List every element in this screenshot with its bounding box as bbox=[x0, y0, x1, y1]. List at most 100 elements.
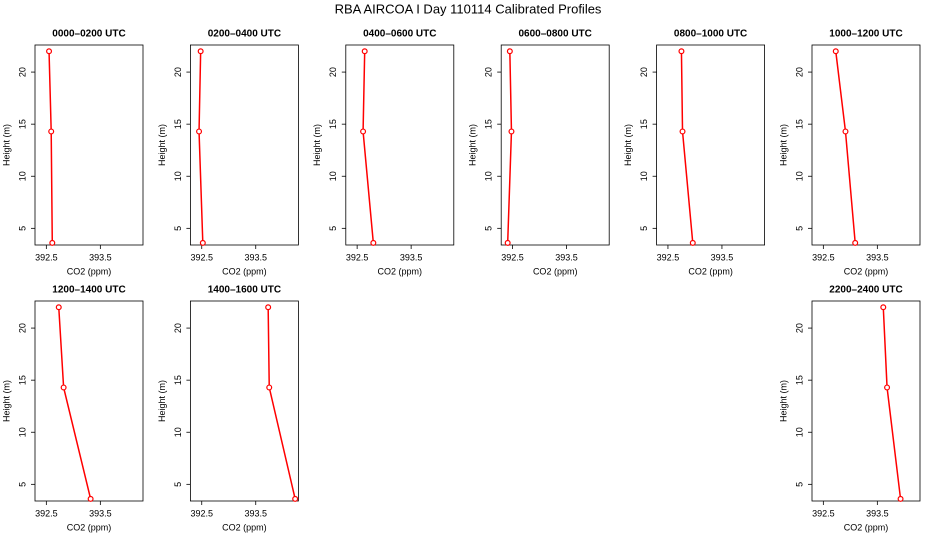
y-axis-label: Height (m) bbox=[157, 380, 167, 422]
y-tick-label: 15 bbox=[173, 119, 183, 129]
profile-point bbox=[884, 384, 891, 391]
x-tick-label: 392.5 bbox=[35, 252, 58, 262]
profile-point bbox=[506, 48, 513, 55]
y-axis-label: Height (m) bbox=[468, 124, 478, 166]
y-tick-label: 5 bbox=[794, 482, 804, 487]
profile-point bbox=[197, 48, 204, 55]
y-tick-label: 10 bbox=[794, 171, 804, 181]
x-tick-label: 392.5 bbox=[190, 252, 213, 262]
y-tick-label: 15 bbox=[328, 119, 338, 129]
panel-title: 0800–1000 UTC bbox=[674, 29, 747, 40]
profile-point bbox=[60, 384, 67, 391]
y-tick-label: 5 bbox=[328, 226, 338, 231]
y-tick-label: 5 bbox=[17, 482, 27, 487]
y-axis-label: Height (m) bbox=[157, 124, 167, 166]
x-tick-label: 392.5 bbox=[35, 508, 58, 518]
plot-frame bbox=[189, 44, 299, 246]
x-tick-label: 393.5 bbox=[711, 252, 734, 262]
profile-point bbox=[292, 495, 299, 502]
y-tick-label: 5 bbox=[639, 226, 649, 231]
y-tick-label: 20 bbox=[173, 323, 183, 333]
panel-title: 1200–1400 UTC bbox=[52, 285, 125, 296]
x-tick-label: 392.5 bbox=[812, 252, 835, 262]
y-tick-label: 10 bbox=[484, 171, 494, 181]
y-tick-label: 20 bbox=[328, 67, 338, 77]
y-axis-label: Height (m) bbox=[1, 380, 11, 422]
plot-frame bbox=[345, 44, 455, 246]
profile-point bbox=[880, 304, 887, 311]
plot-frame bbox=[189, 300, 299, 502]
x-axis-label: CO2 (ppm) bbox=[533, 266, 578, 276]
panel-title: 2200–2400 UTC bbox=[829, 285, 902, 296]
y-tick-label: 10 bbox=[794, 427, 804, 437]
profile-point bbox=[504, 239, 511, 246]
y-tick-label: 20 bbox=[17, 67, 27, 77]
profile-point bbox=[689, 239, 696, 246]
y-tick-label: 5 bbox=[17, 226, 27, 231]
profile-point bbox=[842, 128, 849, 135]
profile-point bbox=[852, 239, 859, 246]
x-axis-label: CO2 (ppm) bbox=[844, 522, 889, 532]
x-tick-label: 393.5 bbox=[89, 252, 112, 262]
profile-point bbox=[49, 239, 56, 246]
x-axis-label: CO2 (ppm) bbox=[688, 266, 733, 276]
x-tick-label: 392.5 bbox=[190, 508, 213, 518]
x-tick-label: 393.5 bbox=[244, 252, 267, 262]
plot-frame bbox=[34, 44, 144, 246]
profile-point bbox=[199, 239, 206, 246]
x-axis-label: CO2 (ppm) bbox=[222, 522, 267, 532]
x-tick-label: 392.5 bbox=[812, 508, 835, 518]
y-tick-label: 10 bbox=[173, 171, 183, 181]
x-tick-label: 393.5 bbox=[866, 252, 889, 262]
x-tick-label: 392.5 bbox=[346, 252, 369, 262]
x-tick-label: 393.5 bbox=[89, 508, 112, 518]
profile-point bbox=[196, 128, 203, 135]
y-axis-label: Height (m) bbox=[778, 380, 788, 422]
profile-point bbox=[266, 384, 273, 391]
panel-title: 0600–0800 UTC bbox=[519, 29, 592, 40]
y-tick-label: 15 bbox=[17, 375, 27, 385]
y-tick-label: 20 bbox=[17, 323, 27, 333]
y-tick-label: 15 bbox=[484, 119, 494, 129]
plot-frame bbox=[811, 300, 921, 502]
profile-point bbox=[46, 48, 53, 55]
x-tick-label: 392.5 bbox=[657, 252, 680, 262]
y-tick-label: 20 bbox=[173, 67, 183, 77]
y-tick-label: 5 bbox=[484, 226, 494, 231]
panel-title: 0400–0600 UTC bbox=[363, 29, 436, 40]
page-title: RBA AIRCOA I Day 110114 Calibrated Profi… bbox=[335, 1, 602, 16]
y-tick-label: 5 bbox=[173, 482, 183, 487]
y-tick-label: 20 bbox=[639, 67, 649, 77]
x-axis-label: CO2 (ppm) bbox=[222, 266, 267, 276]
x-tick-label: 392.5 bbox=[501, 252, 524, 262]
y-tick-label: 10 bbox=[173, 427, 183, 437]
x-tick-label: 393.5 bbox=[866, 508, 889, 518]
x-axis-label: CO2 (ppm) bbox=[67, 266, 112, 276]
profile-point bbox=[679, 128, 686, 135]
y-tick-label: 15 bbox=[17, 119, 27, 129]
y-tick-label: 10 bbox=[639, 171, 649, 181]
y-tick-label: 5 bbox=[794, 226, 804, 231]
y-axis-label: Height (m) bbox=[623, 124, 633, 166]
y-tick-label: 15 bbox=[794, 119, 804, 129]
panel-title: 0200–0400 UTC bbox=[208, 29, 281, 40]
profile-point bbox=[370, 239, 377, 246]
x-tick-label: 393.5 bbox=[400, 252, 423, 262]
y-tick-label: 10 bbox=[17, 171, 27, 181]
profile-point bbox=[360, 128, 367, 135]
profile-point bbox=[897, 495, 904, 502]
y-axis-label: Height (m) bbox=[312, 124, 322, 166]
y-tick-label: 15 bbox=[794, 375, 804, 385]
x-tick-label: 393.5 bbox=[555, 252, 578, 262]
y-tick-label: 15 bbox=[639, 119, 649, 129]
x-tick-label: 393.5 bbox=[244, 508, 267, 518]
panel-title: 1400–1600 UTC bbox=[208, 285, 281, 296]
y-tick-label: 20 bbox=[794, 323, 804, 333]
y-axis-label: Height (m) bbox=[1, 124, 11, 166]
profile-point bbox=[361, 48, 368, 55]
x-axis-label: CO2 (ppm) bbox=[378, 266, 423, 276]
profile-point bbox=[832, 48, 839, 55]
x-axis-label: CO2 (ppm) bbox=[67, 522, 112, 532]
